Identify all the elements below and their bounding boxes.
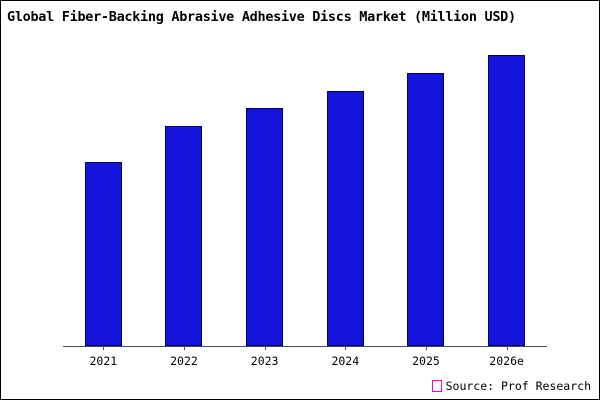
x-axis-tick [183,346,185,350]
x-axis-label: 2021 [89,354,118,368]
bar-group: 2024 [326,49,364,368]
bar-group: 2026e [488,49,526,368]
bar-2026e [488,54,526,346]
x-axis-tick [345,346,347,350]
bar-group: 2023 [246,49,284,368]
bar-2024 [326,90,364,346]
plot-area: 2021 2022 2023 2024 2025 2026e [63,49,547,368]
bar-group: 2022 [165,49,203,368]
source-marker-icon [431,380,442,392]
bar-2023 [246,108,284,346]
x-axis-label: 2022 [170,354,198,368]
x-axis-label: 2024 [331,354,360,368]
x-axis-tick [506,346,508,350]
chart-title: Global Fiber-Backing Abrasive Adhesive D… [7,9,516,25]
bar-2022 [165,126,203,346]
bar-group: 2025 [407,49,445,368]
x-axis-label: 2026e [489,354,524,368]
source-attribution: Source: Prof Research [431,379,591,393]
bar-2021 [84,161,122,346]
x-axis-tick [264,346,266,350]
source-label: Source: Prof Research [445,379,591,393]
x-axis-label: 2023 [250,354,279,368]
bar-2025 [407,72,445,346]
bar-group: 2021 [84,49,122,368]
x-axis-tick [425,346,427,350]
x-axis-tick [103,346,105,350]
x-axis-label: 2025 [412,354,440,368]
